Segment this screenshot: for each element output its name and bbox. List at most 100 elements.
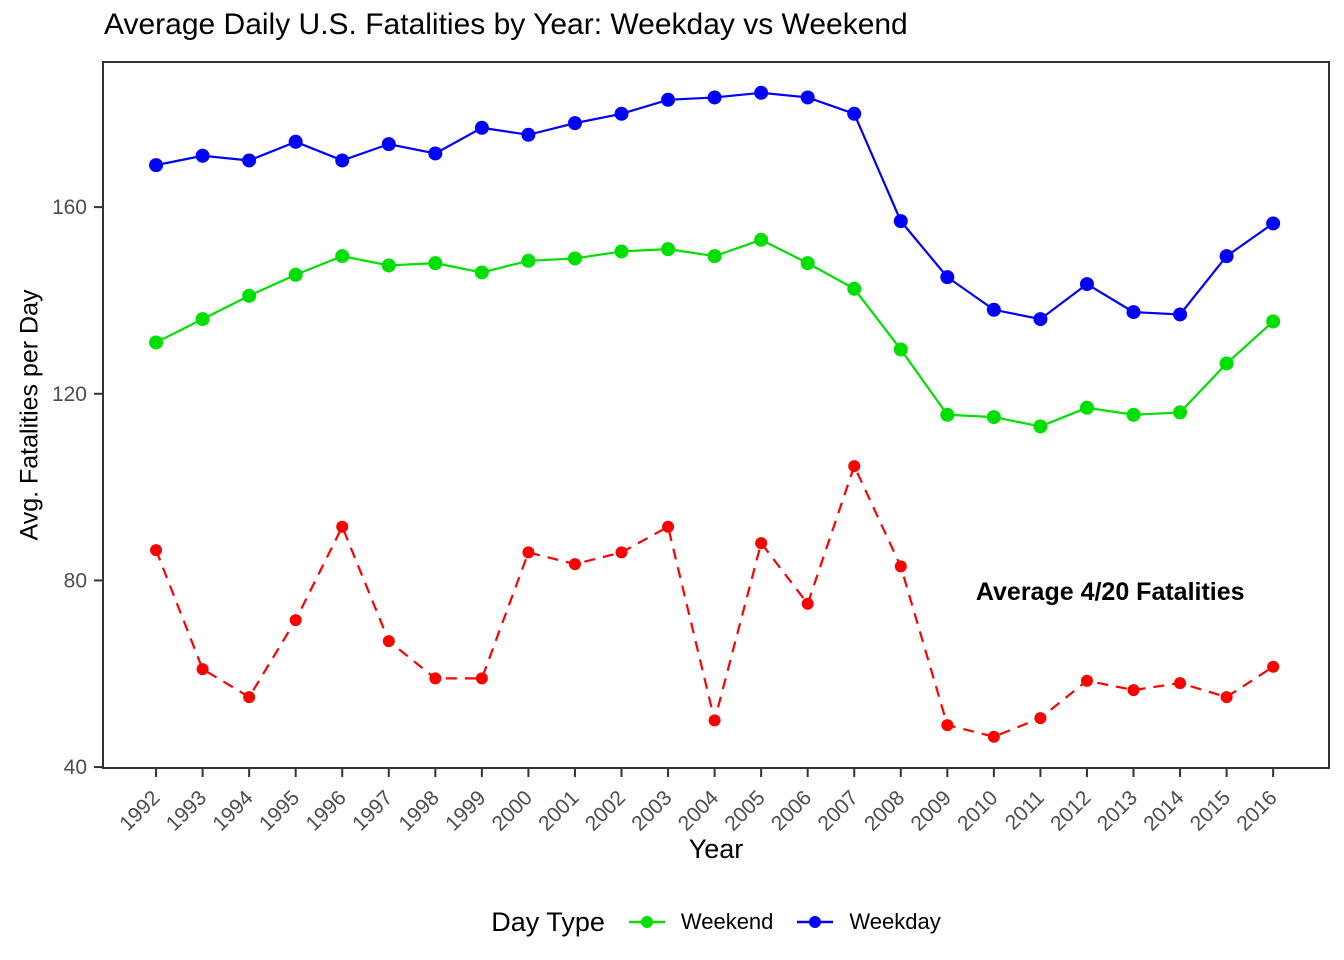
- x-tick-label: 2011: [1001, 786, 1049, 834]
- x-tick-label: 2000: [488, 786, 537, 835]
- data-point: [288, 267, 303, 282]
- x-tick-label: 2002: [581, 786, 630, 835]
- data-point: [567, 116, 582, 131]
- legend-item-weekend: Weekend: [627, 909, 774, 935]
- data-point: [1220, 691, 1233, 704]
- data-point: [289, 614, 302, 627]
- weekday-legend-key-icon: [797, 916, 834, 928]
- data-point: [428, 256, 443, 271]
- x-tick-label: 2003: [627, 786, 676, 835]
- x-tick-label: 2012: [1046, 786, 1095, 835]
- data-point: [1126, 305, 1141, 320]
- x-axis: 1992199319941995199619971998199920002001…: [115, 768, 1282, 836]
- data-point: [986, 302, 1001, 317]
- data-point: [242, 153, 257, 168]
- data-point: [568, 558, 581, 571]
- data-point: [381, 258, 396, 273]
- data-point: [196, 663, 209, 676]
- x-tick-label: 1997: [348, 786, 397, 835]
- data-point: [521, 253, 536, 268]
- data-point: [755, 537, 768, 550]
- data-point: [1173, 307, 1188, 322]
- data-point: [847, 281, 862, 296]
- data-point: [474, 265, 489, 280]
- data-point: [893, 342, 908, 357]
- data-point: [242, 288, 257, 303]
- data-point: [335, 249, 350, 264]
- data-point: [940, 407, 955, 422]
- legend-title: Day Type: [491, 906, 605, 937]
- series-weekday: [149, 85, 1281, 327]
- data-point: [800, 90, 815, 105]
- data-point: [754, 232, 769, 247]
- data-point: [243, 691, 256, 704]
- data-point: [987, 730, 1000, 743]
- data-point: [1267, 660, 1280, 673]
- plot-panel-border: [102, 61, 1330, 769]
- data-point: [1034, 712, 1047, 725]
- x-tick-label: 1995: [255, 786, 304, 835]
- y-tick-label: 40: [64, 756, 87, 779]
- data-point: [1173, 405, 1188, 420]
- data-point: [195, 148, 210, 163]
- data-point: [288, 134, 303, 149]
- data-point: [428, 146, 443, 161]
- data-point: [614, 106, 629, 121]
- data-point: [893, 214, 908, 229]
- series-line: [155, 91, 1274, 321]
- x-tick-label: 1996: [301, 786, 350, 835]
- data-point: [1219, 356, 1234, 371]
- data-point: [335, 153, 350, 168]
- legend: Day Type Weekend Weekday: [103, 898, 1329, 946]
- data-point: [615, 546, 628, 559]
- data-point: [1127, 684, 1140, 697]
- x-tick-label: 2009: [907, 786, 956, 835]
- data-point: [1174, 677, 1187, 690]
- data-point: [708, 714, 721, 727]
- data-point: [800, 256, 815, 271]
- data-point: [522, 546, 535, 559]
- x-tick-label: 1993: [162, 786, 211, 835]
- y-axis: 40 80 120 160: [52, 196, 103, 779]
- data-point: [986, 410, 1001, 425]
- x-tick-label: 1999: [441, 786, 490, 835]
- series-line: [155, 238, 1274, 428]
- data-point: [1033, 312, 1048, 327]
- data-point: [382, 635, 395, 648]
- y-tick-label: 80: [64, 569, 87, 592]
- data-point: [847, 106, 862, 121]
- x-tick-label: 2004: [674, 786, 724, 836]
- data-point: [1266, 314, 1281, 329]
- data-point: [1079, 277, 1094, 292]
- series-weekend: [149, 232, 1281, 434]
- data-point: [661, 92, 676, 107]
- data-point: [475, 672, 488, 685]
- data-point: [754, 85, 769, 100]
- data-point: [336, 520, 349, 533]
- x-tick-label: 2010: [953, 786, 1002, 835]
- x-tick-label: 2015: [1186, 786, 1235, 835]
- data-point: [1079, 400, 1094, 415]
- annotation-text: Average 4/20 Fatalities: [976, 578, 1245, 606]
- data-point: [195, 312, 210, 327]
- legend-item-weekday-label: Weekday: [849, 909, 941, 934]
- data-point: [662, 520, 675, 533]
- data-point: [1266, 216, 1281, 231]
- x-tick-label: 2013: [1093, 786, 1142, 835]
- x-axis-title: Year: [688, 834, 744, 864]
- x-tick-label: 1998: [395, 786, 444, 835]
- legend-item-weekend-label: Weekend: [680, 909, 774, 934]
- x-tick-label: 2016: [1232, 786, 1281, 835]
- data-point: [381, 137, 396, 152]
- data-point: [474, 120, 489, 135]
- data-point: [801, 597, 814, 610]
- data-point: [1219, 249, 1234, 264]
- data-point: [894, 560, 907, 573]
- data-point: [149, 158, 164, 173]
- data-point: [707, 249, 722, 264]
- x-tick-label: 1994: [208, 786, 258, 836]
- x-tick-label: 2005: [720, 786, 769, 835]
- weekend-legend-key-icon: [628, 916, 665, 928]
- series-average-4-20-fatalities: [150, 460, 1280, 743]
